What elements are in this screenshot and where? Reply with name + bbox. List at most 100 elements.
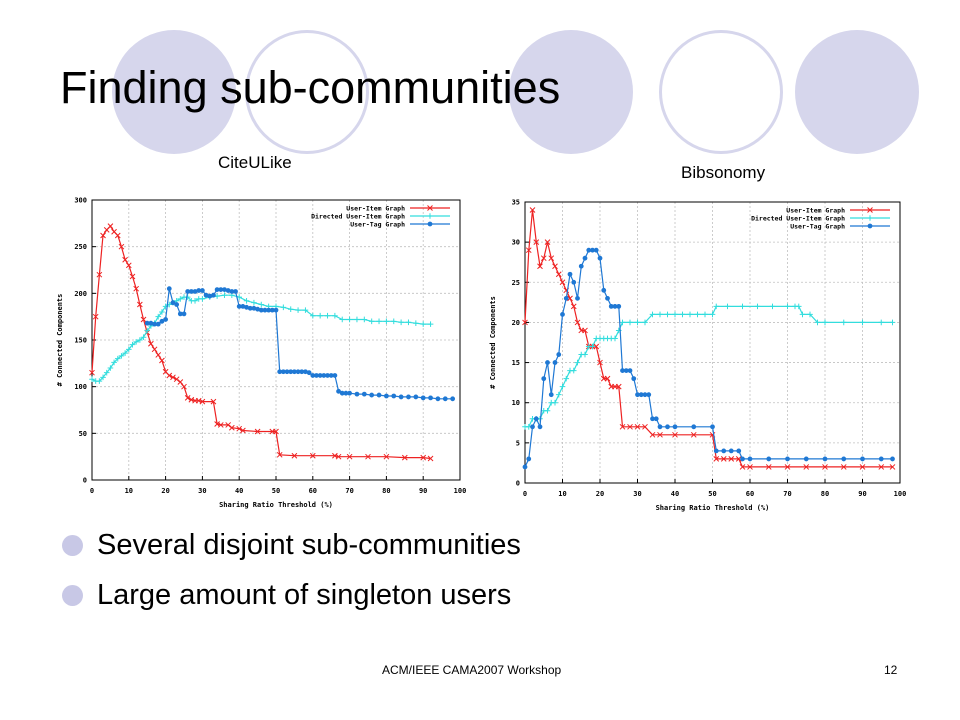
user-item-graph-point	[803, 464, 810, 470]
y-tick-label: 200	[74, 290, 87, 298]
directed-user-item-graph-point	[339, 316, 346, 323]
user-item-graph-point	[555, 271, 562, 278]
caption-bibsonomy: Bibsonomy	[681, 163, 766, 182]
user-item-graph-point	[537, 263, 543, 270]
directed-user-item-graph-point	[859, 319, 866, 326]
directed-user-item-graph-point	[769, 303, 776, 310]
directed-user-item-graph-point	[619, 319, 626, 326]
directed-user-item-graph-point	[642, 319, 648, 326]
directed-user-item-graph-point	[118, 353, 125, 359]
user-item-graph-point	[151, 346, 158, 353]
user-tag-graph-point	[841, 456, 847, 462]
user-item-graph-point	[184, 395, 191, 401]
user-tag-graph-point	[597, 255, 603, 261]
user-item-graph-point	[529, 207, 536, 213]
bullet-text: Large amount of singleton users	[97, 578, 512, 611]
x-tick-label: 40	[671, 490, 679, 498]
directed-user-item-graph-point	[155, 313, 162, 320]
user-item-graph-point	[822, 464, 828, 470]
user-tag-graph-point	[567, 271, 573, 277]
user-item-graph-point	[604, 375, 611, 382]
user-tag-graph-point	[822, 456, 828, 462]
directed-user-item-graph-point	[709, 311, 716, 318]
directed-user-item-graph-point	[140, 334, 147, 340]
user-item-graph-point	[92, 313, 99, 320]
directed-user-item-graph-point	[807, 311, 813, 318]
directed-user-item-graph-point	[612, 335, 618, 342]
user-tag-graph-point	[413, 394, 419, 400]
y-tick-label: 0	[516, 480, 520, 488]
user-tag-graph-point	[211, 292, 216, 298]
user-tag-graph-point	[155, 321, 161, 327]
user-item-graph-series	[522, 207, 896, 470]
user-item-graph-point	[125, 262, 132, 269]
grid	[524, 201, 901, 484]
directed-user-item-graph-point	[114, 355, 121, 362]
user-item-graph-point	[525, 247, 532, 254]
user-tag-graph-point	[442, 396, 448, 402]
user-tag-graph-point	[170, 300, 176, 306]
user-tag-graph-point	[376, 392, 382, 398]
user-item-graph-point	[210, 398, 217, 405]
directed-user-item-graph-point	[144, 327, 150, 334]
bullet-dot-icon	[62, 584, 83, 606]
user-tag-graph-point	[199, 288, 205, 293]
directed-user-item-graph-point	[310, 312, 316, 319]
user-item-graph-point	[522, 319, 528, 326]
user-tag-graph-point	[721, 448, 727, 454]
user-tag-graph-point	[646, 392, 652, 398]
y-axis-label: # Connected Components	[489, 296, 497, 389]
user-tag-graph-point	[653, 416, 659, 422]
x-tick-label: 60	[309, 487, 317, 495]
user-tag-graph-point	[159, 318, 165, 324]
user-item-graph-point	[735, 456, 742, 462]
directed-user-item-graph-point	[694, 311, 701, 318]
user-item-graph-point	[254, 428, 261, 435]
user-item-graph-point	[309, 452, 316, 459]
directed-user-item-graph-series	[522, 303, 896, 430]
user-tag-graph-point	[398, 394, 404, 400]
directed-user-item-graph-point	[570, 367, 577, 374]
page-number: 12	[884, 663, 898, 677]
x-tick-label: 10	[125, 487, 133, 495]
directed-user-item-graph-point	[126, 346, 132, 353]
user-item-graph-series	[89, 223, 434, 462]
user-tag-graph-point	[548, 392, 554, 398]
directed-user-item-graph-point	[754, 303, 761, 310]
user-item-graph-point	[225, 422, 232, 428]
user-item-graph-point	[96, 271, 103, 278]
user-tag-graph-point	[582, 255, 588, 261]
directed-user-item-graph-point	[724, 303, 731, 310]
user-item-graph-point	[570, 303, 577, 310]
user-tag-graph-point	[450, 396, 456, 402]
user-item-graph-line	[524, 209, 893, 468]
bullet-item: Several disjoint sub-communities	[62, 520, 521, 570]
y-tick-label: 20	[512, 319, 520, 327]
x-axis-label: Sharing Ratio Threshold (%)	[656, 504, 770, 512]
user-tag-graph-point	[541, 376, 547, 382]
user-tag-graph-point	[631, 376, 637, 382]
directed-user-item-graph-point	[795, 303, 802, 310]
x-tick-label: 10	[558, 490, 566, 498]
user-item-graph-point	[107, 223, 114, 229]
user-tag-graph-point	[713, 448, 719, 454]
user-tag-graph-point	[406, 394, 411, 400]
grid	[91, 199, 461, 481]
bibsonomy-chart: 0 10 20 30 40 50 60 70 80 90 100 0 5 10 15 20 25 30 35 Shar…	[489, 199, 906, 513]
user-tag-graph-point	[428, 395, 433, 401]
y-tick-label: 35	[512, 199, 520, 207]
directed-user-item-graph-point	[552, 399, 558, 406]
user-item-graph-point	[199, 398, 206, 405]
directed-user-item-graph-point	[702, 311, 708, 318]
directed-user-item-graph-point	[589, 343, 596, 350]
user-tag-graph-point	[530, 424, 535, 430]
y-axis-label: # Connected Components	[56, 294, 64, 387]
directed-user-item-graph-point	[354, 316, 360, 323]
x-tick-label: 100	[454, 487, 467, 495]
directed-user-item-graph-point	[582, 351, 588, 358]
directed-user-item-graph-point	[563, 375, 570, 382]
x-tick-label: 60	[746, 490, 754, 498]
legend-marker	[867, 215, 873, 221]
user-tag-graph-point	[627, 368, 633, 374]
user-item-graph-point	[420, 454, 427, 461]
